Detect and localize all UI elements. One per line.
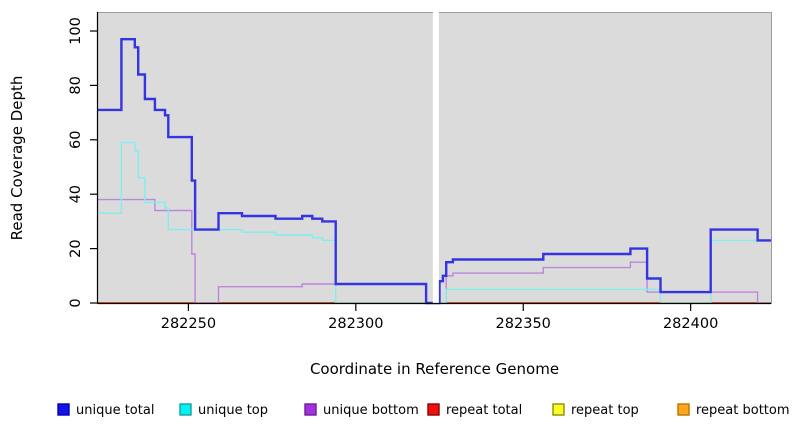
- y-tick-label: 20: [68, 239, 84, 257]
- x-tick-label: 282250: [161, 316, 216, 332]
- legend-label: unique top: [198, 403, 268, 418]
- y-tick-label: 40: [68, 185, 84, 203]
- x-tick-label: 282350: [496, 316, 551, 332]
- legend-label: unique total: [76, 403, 154, 418]
- x-tick-label: 282400: [663, 316, 718, 332]
- legend-swatch-repeat-total: [427, 403, 440, 416]
- x-axis-label: Coordinate in Reference Genome: [309, 360, 560, 378]
- legend-swatch-unique-total: [57, 403, 70, 416]
- y-tick-label: 80: [68, 76, 84, 94]
- legend-item-repeat-top: repeat top: [552, 403, 639, 418]
- series-unique-top: [98, 141, 771, 304]
- y-tick-label: 60: [68, 131, 84, 149]
- no-data-gap-band: [432, 12, 439, 303]
- legend-label: repeat top: [571, 403, 639, 418]
- y-axis-label: Read Coverage Depth: [8, 75, 26, 241]
- legend-label: repeat total: [446, 403, 522, 418]
- series-unique-total: [98, 38, 771, 305]
- legend-label: unique bottom: [323, 403, 419, 418]
- legend-item-repeat-bottom: repeat bottom: [677, 403, 790, 418]
- x-tick-label: 282300: [328, 316, 383, 332]
- legend-item-repeat-total: repeat total: [427, 403, 522, 418]
- legend-swatch-repeat-bottom: [677, 403, 690, 416]
- legend-label: repeat bottom: [696, 403, 790, 418]
- legend-item-unique-total: unique total: [57, 403, 154, 418]
- legend-swatch-repeat-top: [552, 403, 565, 416]
- legend-item-unique-top: unique top: [179, 403, 268, 418]
- y-tick-label: 0: [68, 298, 84, 307]
- legend-swatch-unique-bottom: [304, 403, 317, 416]
- legend-swatch-unique-top: [179, 403, 192, 416]
- legend-item-unique-bottom: unique bottom: [304, 403, 419, 418]
- y-tick-label: 100: [68, 17, 84, 45]
